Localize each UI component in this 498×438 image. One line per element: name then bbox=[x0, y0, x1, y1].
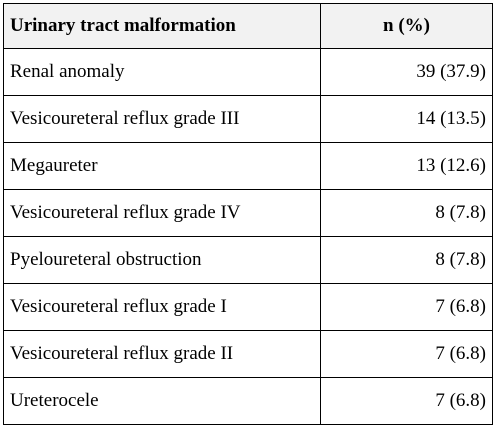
table-row: Renal anomaly 39 (37.9) bbox=[3, 48, 493, 96]
table-row: Vesicoureteral reflux grade I 7 (6.8) bbox=[3, 283, 493, 331]
malformation-cell: Vesicoureteral reflux grade III bbox=[3, 95, 321, 143]
table-row: Vesicoureteral reflux grade IV 8 (7.8) bbox=[3, 189, 493, 237]
table-row: Megaureter 13 (12.6) bbox=[3, 142, 493, 190]
count-percent-cell: 7 (6.8) bbox=[320, 283, 493, 331]
malformation-cell: Renal anomaly bbox=[3, 48, 321, 96]
malformation-cell: Megaureter bbox=[3, 142, 321, 190]
malformation-cell: Vesicoureteral reflux grade I bbox=[3, 283, 321, 331]
count-percent-cell: 14 (13.5) bbox=[320, 95, 493, 143]
malformation-table: Urinary tract malformation n (%) Renal a… bbox=[3, 3, 493, 425]
count-percent-cell: 13 (12.6) bbox=[320, 142, 493, 190]
table-row: Vesicoureteral reflux grade III 14 (13.5… bbox=[3, 95, 493, 143]
table-row: Ureterocele 7 (6.8) bbox=[3, 377, 493, 425]
count-percent-cell: 8 (7.8) bbox=[320, 189, 493, 237]
table-row: Vesicoureteral reflux grade II 7 (6.8) bbox=[3, 330, 493, 378]
malformation-cell: Vesicoureteral reflux grade II bbox=[3, 330, 321, 378]
malformation-cell: Ureterocele bbox=[3, 377, 321, 425]
count-percent-cell: 7 (6.8) bbox=[320, 377, 493, 425]
table-row: Pyeloureteral obstruction 8 (7.8) bbox=[3, 236, 493, 284]
malformation-cell: Pyeloureteral obstruction bbox=[3, 236, 321, 284]
count-percent-cell: 39 (37.9) bbox=[320, 48, 493, 96]
count-percent-cell: 8 (7.8) bbox=[320, 236, 493, 284]
table-header-row: Urinary tract malformation n (%) bbox=[3, 3, 493, 49]
column-header-malformation: Urinary tract malformation bbox=[3, 3, 321, 49]
malformation-cell: Vesicoureteral reflux grade IV bbox=[3, 189, 321, 237]
count-percent-cell: 7 (6.8) bbox=[320, 330, 493, 378]
column-header-n-percent: n (%) bbox=[320, 3, 493, 49]
